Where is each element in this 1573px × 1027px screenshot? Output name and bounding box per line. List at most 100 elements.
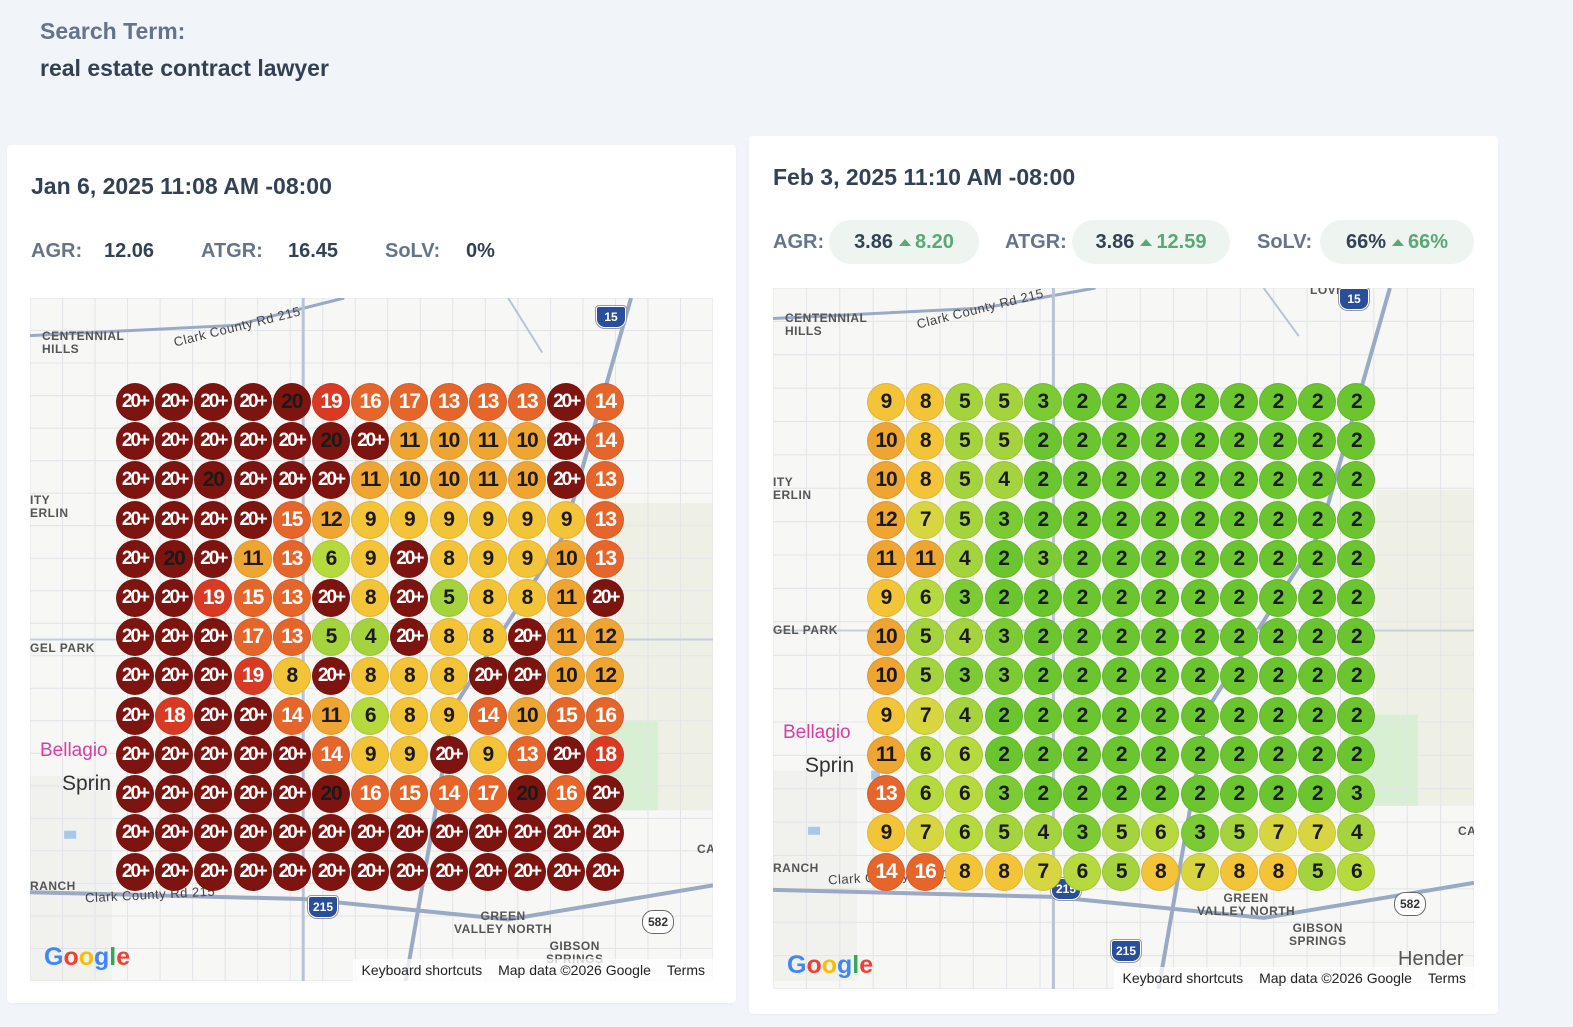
- rank-pin[interactable]: 9: [429, 500, 468, 539]
- rank-pin[interactable]: 2: [1102, 579, 1141, 617]
- rank-pin[interactable]: 20+: [194, 696, 233, 735]
- rank-pin[interactable]: 8: [468, 618, 507, 657]
- rank-pin[interactable]: 3: [984, 657, 1023, 696]
- rank-pin[interactable]: 5: [945, 500, 984, 539]
- rank-pin[interactable]: 2: [1141, 696, 1180, 735]
- rank-pin[interactable]: 20: [194, 461, 233, 500]
- rank-pin[interactable]: 13: [867, 775, 905, 813]
- rank-pin[interactable]: 16: [547, 775, 586, 813]
- rank-pin[interactable]: 2: [1259, 500, 1297, 539]
- rank-pin[interactable]: 6: [312, 539, 350, 578]
- rank-pin[interactable]: 11: [233, 539, 272, 578]
- rank-pin[interactable]: 20+: [116, 618, 154, 657]
- rank-pin[interactable]: 8: [906, 383, 945, 421]
- rank-pin[interactable]: 2: [1259, 539, 1297, 578]
- rank-pin[interactable]: 20+: [194, 500, 233, 539]
- rank-pin[interactable]: 20+: [312, 579, 350, 617]
- rank-pin[interactable]: 19: [194, 579, 233, 617]
- rank-pin[interactable]: 6: [945, 775, 984, 813]
- rank-pin[interactable]: 6: [351, 696, 390, 735]
- rank-pin[interactable]: 11: [312, 696, 350, 735]
- rank-pin[interactable]: 10: [867, 657, 905, 696]
- rank-pin[interactable]: 20: [508, 775, 546, 813]
- rank-pin[interactable]: 5: [945, 422, 984, 461]
- rank-pin[interactable]: 20+: [429, 735, 468, 774]
- rank-pin[interactable]: 20+: [272, 814, 311, 853]
- rank-pin[interactable]: 2: [1141, 383, 1180, 421]
- rank-pin[interactable]: 9: [508, 500, 546, 539]
- rank-pin[interactable]: 11: [351, 461, 390, 500]
- rank-pin[interactable]: 20+: [508, 657, 546, 696]
- rank-pin[interactable]: 2: [1259, 579, 1297, 617]
- rank-pin[interactable]: 2: [1102, 461, 1141, 500]
- rank-pin[interactable]: 15: [272, 500, 311, 539]
- rank-pin[interactable]: 20+: [194, 422, 233, 461]
- rank-pin[interactable]: 20+: [429, 853, 468, 892]
- rank-pin[interactable]: 5: [945, 383, 984, 421]
- rank-pin[interactable]: 2: [1141, 657, 1180, 696]
- rank-pin[interactable]: 5: [429, 579, 468, 617]
- rank-pin[interactable]: 2: [1102, 735, 1141, 774]
- rank-pin[interactable]: 11: [906, 539, 945, 578]
- rank-pin[interactable]: 2: [1063, 539, 1101, 578]
- rank-pin[interactable]: 2: [1337, 579, 1376, 617]
- rank-pin[interactable]: 20+: [233, 814, 272, 853]
- rank-pin[interactable]: 2: [1102, 383, 1141, 421]
- rank-pin[interactable]: 13: [586, 461, 625, 500]
- rank-pin[interactable]: 2: [1298, 539, 1337, 578]
- rank-pin[interactable]: 2: [1219, 696, 1258, 735]
- rank-pin[interactable]: 2: [1298, 500, 1337, 539]
- rank-pin[interactable]: 20+: [116, 539, 154, 578]
- rank-pin[interactable]: 2: [1298, 696, 1337, 735]
- rank-pin[interactable]: 8: [508, 579, 546, 617]
- rank-pin[interactable]: 9: [867, 383, 905, 421]
- rank-pin[interactable]: 10: [390, 461, 429, 500]
- rank-pin[interactable]: 10: [508, 696, 546, 735]
- rank-pin[interactable]: 2: [1298, 383, 1337, 421]
- rank-pin[interactable]: 20+: [272, 775, 311, 813]
- rank-pin[interactable]: 20+: [155, 775, 194, 813]
- rank-pin[interactable]: 7: [906, 500, 945, 539]
- rank-pin[interactable]: 2: [1337, 461, 1376, 500]
- rank-pin[interactable]: 7: [1023, 853, 1062, 892]
- rank-pin[interactable]: 20+: [272, 735, 311, 774]
- rank-pin[interactable]: 3: [945, 657, 984, 696]
- rank-pin[interactable]: 20+: [155, 461, 194, 500]
- rank-pin[interactable]: 20+: [155, 735, 194, 774]
- rank-pin[interactable]: 2: [1102, 539, 1141, 578]
- rank-pin[interactable]: 6: [1063, 853, 1101, 892]
- rank-pin[interactable]: 20+: [272, 853, 311, 892]
- rank-pin[interactable]: 20+: [468, 853, 507, 892]
- rank-pin[interactable]: 7: [1298, 814, 1337, 853]
- rank-pin[interactable]: 2: [1023, 735, 1062, 774]
- rank-pin[interactable]: 5: [984, 383, 1023, 421]
- rank-pin[interactable]: 17: [468, 775, 507, 813]
- rank-pin[interactable]: 2: [1298, 657, 1337, 696]
- rank-pin[interactable]: 4: [945, 696, 984, 735]
- rank-pin[interactable]: 20+: [194, 657, 233, 696]
- rank-pin[interactable]: 10: [508, 461, 546, 500]
- rank-pin[interactable]: 2: [1337, 696, 1376, 735]
- rank-pin[interactable]: 2: [1298, 618, 1337, 657]
- rank-pin[interactable]: 2: [1102, 775, 1141, 813]
- rank-pin[interactable]: 2: [1023, 618, 1062, 657]
- rank-pin[interactable]: 2: [1180, 461, 1219, 500]
- rank-pin[interactable]: 20+: [351, 814, 390, 853]
- rank-pin[interactable]: 5: [945, 461, 984, 500]
- rank-pin[interactable]: 2: [1023, 500, 1062, 539]
- rank-pin[interactable]: 5: [906, 618, 945, 657]
- rank-pin[interactable]: 3: [1023, 383, 1062, 421]
- rank-pin[interactable]: 14: [586, 383, 625, 421]
- rank-pin[interactable]: 15: [547, 696, 586, 735]
- rank-pin[interactable]: 8: [429, 657, 468, 696]
- rank-pin[interactable]: 5: [1298, 853, 1337, 892]
- terms-link[interactable]: Terms: [666, 962, 705, 978]
- rank-pin[interactable]: 14: [867, 853, 905, 892]
- rank-pin[interactable]: 5: [984, 422, 1023, 461]
- rank-pin[interactable]: 2: [1141, 461, 1180, 500]
- rank-pin[interactable]: 6: [1337, 853, 1376, 892]
- rank-pin[interactable]: 20+: [155, 422, 194, 461]
- rank-pin[interactable]: 8: [906, 422, 945, 461]
- rank-pin[interactable]: 4: [351, 618, 390, 657]
- rank-pin[interactable]: 20+: [233, 775, 272, 813]
